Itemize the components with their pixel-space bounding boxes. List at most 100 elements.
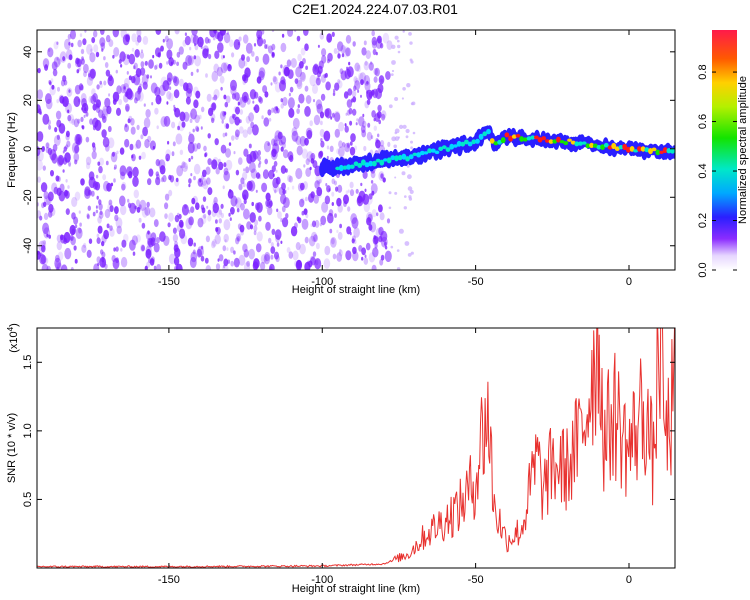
noise-blob bbox=[44, 64, 49, 71]
noise-blob bbox=[368, 193, 373, 200]
noise-blob bbox=[337, 53, 341, 59]
noise-blob bbox=[188, 209, 191, 214]
noise-blob bbox=[179, 111, 186, 122]
noise-blob bbox=[405, 128, 410, 134]
noise-blob bbox=[364, 60, 368, 66]
noise-blob bbox=[394, 191, 398, 195]
noise-blob bbox=[221, 119, 224, 124]
noise-blob bbox=[255, 55, 259, 63]
noise-blob bbox=[167, 222, 171, 228]
noise-blob bbox=[141, 222, 146, 229]
noise-blob bbox=[115, 257, 119, 264]
noise-blob bbox=[260, 261, 266, 270]
noise-blob bbox=[53, 56, 61, 68]
noise-blob bbox=[76, 58, 82, 68]
noise-blob bbox=[238, 254, 246, 266]
noise-blob bbox=[331, 202, 334, 206]
noise-blob bbox=[39, 215, 43, 221]
noise-blob bbox=[364, 81, 371, 91]
noise-blob bbox=[103, 80, 107, 86]
noise-blob bbox=[290, 226, 298, 237]
noise-blob bbox=[313, 99, 315, 103]
noise-blob bbox=[187, 237, 194, 247]
noise-blob bbox=[360, 125, 366, 133]
track-core bbox=[651, 147, 657, 152]
noise-blob bbox=[52, 144, 58, 152]
noise-blob bbox=[411, 101, 416, 106]
noise-blob bbox=[204, 257, 209, 264]
noise-blob bbox=[56, 134, 61, 140]
noise-blob bbox=[83, 71, 87, 78]
noise-blob bbox=[95, 51, 100, 58]
noise-blob bbox=[123, 86, 126, 90]
noise-blob bbox=[62, 169, 65, 173]
noise-blob bbox=[211, 117, 215, 124]
noise-blob bbox=[101, 261, 106, 268]
noise-blob bbox=[401, 97, 404, 100]
noise-blob bbox=[387, 141, 391, 148]
track-core bbox=[497, 139, 502, 145]
colorbar: 0.0 0.2 0.4 0.6 0.8 Normalized spectral ampl… bbox=[697, 30, 749, 278]
noise-blob bbox=[68, 162, 71, 168]
noise-blob bbox=[102, 174, 107, 181]
noise-blob bbox=[319, 150, 324, 157]
noise-blob bbox=[48, 80, 52, 85]
noise-blob bbox=[276, 208, 279, 213]
track-core bbox=[482, 131, 488, 137]
noise-blob bbox=[171, 121, 176, 129]
noise-blob bbox=[218, 254, 224, 262]
noise-blob bbox=[222, 245, 227, 252]
track-core bbox=[519, 136, 524, 142]
noise-blob bbox=[272, 75, 277, 83]
x-tick-label: -150 bbox=[158, 276, 180, 288]
noise-blob bbox=[337, 50, 340, 55]
track-core bbox=[364, 162, 370, 168]
noise-blob bbox=[315, 77, 321, 86]
noise-blob bbox=[370, 61, 373, 65]
noise-blob bbox=[48, 203, 54, 213]
noise-blob bbox=[155, 176, 161, 186]
noise-blob bbox=[268, 117, 272, 122]
noise-blob bbox=[131, 75, 136, 84]
noise-blob bbox=[256, 202, 263, 213]
noise-blob bbox=[355, 122, 358, 126]
track-core bbox=[430, 148, 436, 153]
noise-blob bbox=[354, 77, 360, 86]
noise-blob bbox=[174, 214, 180, 223]
noise-blob bbox=[176, 165, 184, 177]
noise-blob bbox=[46, 233, 49, 238]
noise-blob bbox=[386, 218, 391, 224]
noise-blob bbox=[412, 131, 416, 135]
noise-blob bbox=[130, 118, 135, 126]
noise-blob bbox=[227, 189, 234, 199]
noise-blob bbox=[120, 204, 127, 216]
noise-blob bbox=[62, 96, 69, 108]
noise-blob bbox=[349, 120, 353, 126]
noise-blob bbox=[270, 82, 273, 86]
noise-blob bbox=[186, 82, 193, 94]
track-core bbox=[648, 148, 653, 155]
noise-blob bbox=[371, 30, 376, 37]
noise-blob bbox=[137, 91, 144, 102]
noise-blob bbox=[366, 217, 372, 226]
noise-blob bbox=[380, 78, 383, 83]
noise-blob bbox=[296, 145, 303, 156]
track-core bbox=[427, 148, 432, 154]
noise-blob bbox=[193, 163, 201, 175]
noise-blob bbox=[321, 201, 329, 213]
noise-blob bbox=[47, 47, 54, 58]
noise-blob bbox=[336, 148, 340, 155]
noise-blob bbox=[390, 245, 394, 249]
noise-blob bbox=[79, 222, 82, 227]
noise-blob bbox=[101, 129, 107, 138]
noise-blob bbox=[334, 82, 340, 91]
track-core bbox=[614, 146, 620, 151]
noise-blob bbox=[407, 174, 412, 180]
noise-blob bbox=[106, 105, 112, 115]
noise-blob bbox=[397, 44, 401, 49]
noise-blob bbox=[354, 62, 361, 72]
noise-blob bbox=[160, 76, 168, 88]
noise-blob bbox=[153, 265, 157, 270]
noise-blob bbox=[173, 89, 180, 99]
noise-blob bbox=[345, 190, 349, 195]
